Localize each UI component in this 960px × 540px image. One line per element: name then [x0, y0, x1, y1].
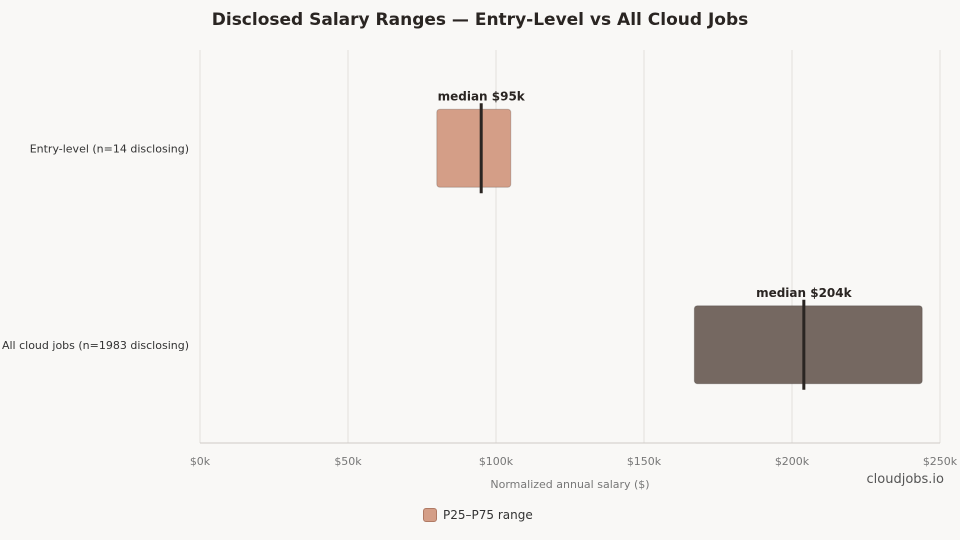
x-axis-label: Normalized annual salary ($): [490, 478, 649, 491]
median-label: median $95k: [438, 89, 526, 103]
x-tick-label: $150k: [627, 455, 662, 468]
legend-label: P25–P75 range: [443, 508, 533, 522]
range-bar: [436, 108, 512, 188]
median-label: median $204k: [756, 286, 853, 300]
x-tick-label: $0k: [190, 455, 211, 468]
x-tick-label: $200k: [775, 455, 810, 468]
legend-swatch: [423, 508, 437, 522]
x-tick-label: $250k: [923, 455, 958, 468]
category-label: Entry-level (n=14 disclosing): [30, 142, 189, 155]
watermark: cloudjobs.io: [866, 472, 945, 487]
legend: P25–P75 range: [423, 508, 533, 522]
category-label: All cloud jobs (n=1983 disclosing): [2, 339, 189, 352]
x-tick-label: $100k: [479, 455, 514, 468]
x-tick-label: $50k: [334, 455, 362, 468]
range-bar: [693, 305, 923, 385]
chart-title: Disclosed Salary Ranges — Entry-Level vs…: [211, 10, 749, 30]
